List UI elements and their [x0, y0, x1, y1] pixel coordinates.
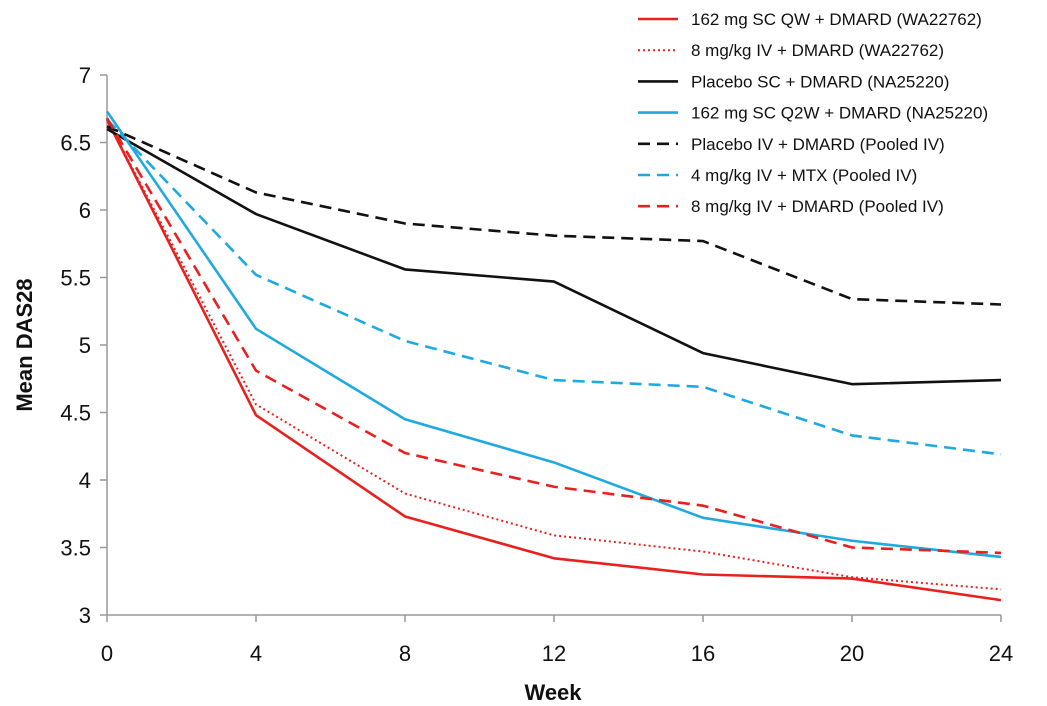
series-line-3: [106, 127, 1002, 386]
x-axis-ticks: 0 4 8 12 16 20 24: [101, 615, 1013, 666]
series-line-5: [106, 125, 1002, 306]
plot-area: 3 3.5 4 4.5 5 5.5 6 6.5 7 0 4 8 12 16 20 24: [60, 63, 1013, 666]
y-axis-title: Mean DAS28: [12, 278, 37, 411]
legend-label: Placebo SC + DMARD (NA25220): [691, 72, 949, 91]
series-lines: [105, 110, 1002, 602]
legend-item: Placebo SC + DMARD (NA25220): [638, 72, 949, 91]
y-tick-label: 4: [79, 468, 91, 493]
legend: 162 mg SC QW + DMARD (WA22762) 8 mg/kg IV…: [638, 10, 988, 216]
y-tick-label: 6.5: [60, 131, 91, 156]
series-line-2: [106, 119, 1002, 591]
legend-label: 162 mg SC QW + DMARD (WA22762): [691, 10, 982, 29]
series-line-1: [105, 118, 1002, 602]
y-tick-label: 5: [79, 333, 91, 358]
legend-item: 162 mg SC QW + DMARD (WA22762): [638, 10, 982, 29]
x-tick-label: 4: [250, 641, 262, 666]
y-tick-label: 5.5: [60, 266, 91, 291]
legend-label: 8 mg/kg IV + DMARD (WA22762): [691, 41, 944, 60]
y-tick-label: 7: [79, 63, 91, 88]
series-line-4: [105, 110, 1002, 559]
legend-label: 8 mg/kg IV + DMARD (Pooled IV): [691, 197, 944, 216]
x-tick-label: 8: [399, 641, 411, 666]
legend-item: 8 mg/kg IV + DMARD (WA22762): [638, 41, 944, 60]
x-tick-label: 12: [542, 641, 566, 666]
legend-item: Placebo IV + DMARD (Pooled IV): [638, 135, 945, 154]
y-tick-label: 3.5: [60, 536, 91, 561]
x-axis-title: Week: [524, 680, 582, 705]
series-line-6: [106, 118, 1002, 456]
y-axis-ticks: 3 3.5 4 4.5 5 5.5 6 6.5 7: [60, 63, 107, 628]
legend-item: 4 mg/kg IV + MTX (Pooled IV): [638, 166, 917, 185]
legend-label: 4 mg/kg IV + MTX (Pooled IV): [691, 166, 917, 185]
y-tick-label: 3: [79, 603, 91, 628]
x-tick-label: 24: [989, 641, 1013, 666]
y-tick-label: 6: [79, 198, 91, 223]
x-tick-label: 20: [840, 641, 864, 666]
series-line-7: [105, 117, 1002, 555]
legend-label: 162 mg SC Q2W + DMARD (NA25220): [691, 104, 988, 123]
legend-label: Placebo IV + DMARD (Pooled IV): [691, 135, 945, 154]
y-tick-label: 4.5: [60, 401, 91, 426]
legend-item: 162 mg SC Q2W + DMARD (NA25220): [638, 104, 988, 123]
legend-item: 8 mg/kg IV + DMARD (Pooled IV): [638, 197, 944, 216]
x-tick-label: 0: [101, 641, 113, 666]
x-tick-label: 16: [691, 641, 715, 666]
